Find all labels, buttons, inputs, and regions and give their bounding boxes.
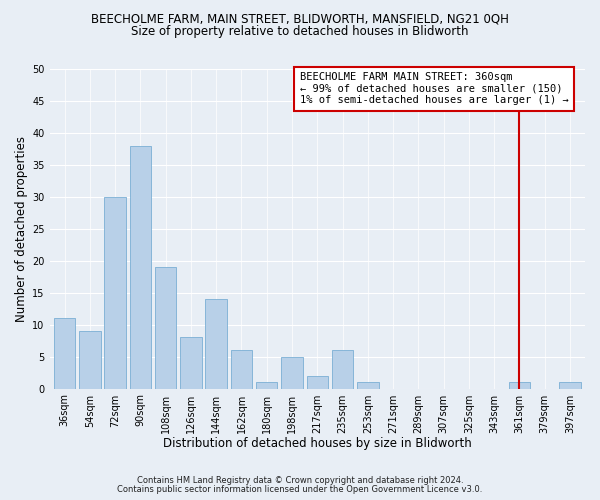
- Text: Contains public sector information licensed under the Open Government Licence v3: Contains public sector information licen…: [118, 485, 482, 494]
- Text: BEECHOLME FARM MAIN STREET: 360sqm
← 99% of detached houses are smaller (150)
1%: BEECHOLME FARM MAIN STREET: 360sqm ← 99%…: [299, 72, 568, 106]
- Bar: [307, 376, 328, 388]
- Text: Size of property relative to detached houses in Blidworth: Size of property relative to detached ho…: [131, 25, 469, 38]
- Bar: [79, 331, 101, 388]
- Bar: [130, 146, 151, 388]
- Bar: [559, 382, 581, 388]
- Bar: [509, 382, 530, 388]
- Bar: [332, 350, 353, 389]
- Text: BEECHOLME FARM, MAIN STREET, BLIDWORTH, MANSFIELD, NG21 0QH: BEECHOLME FARM, MAIN STREET, BLIDWORTH, …: [91, 12, 509, 26]
- Bar: [205, 299, 227, 388]
- Bar: [180, 338, 202, 388]
- Text: Contains HM Land Registry data © Crown copyright and database right 2024.: Contains HM Land Registry data © Crown c…: [137, 476, 463, 485]
- Bar: [155, 267, 176, 388]
- Bar: [357, 382, 379, 388]
- Bar: [231, 350, 252, 389]
- X-axis label: Distribution of detached houses by size in Blidworth: Distribution of detached houses by size …: [163, 437, 472, 450]
- Bar: [256, 382, 277, 388]
- Y-axis label: Number of detached properties: Number of detached properties: [15, 136, 28, 322]
- Bar: [281, 356, 303, 388]
- Bar: [104, 197, 126, 388]
- Bar: [54, 318, 76, 388]
